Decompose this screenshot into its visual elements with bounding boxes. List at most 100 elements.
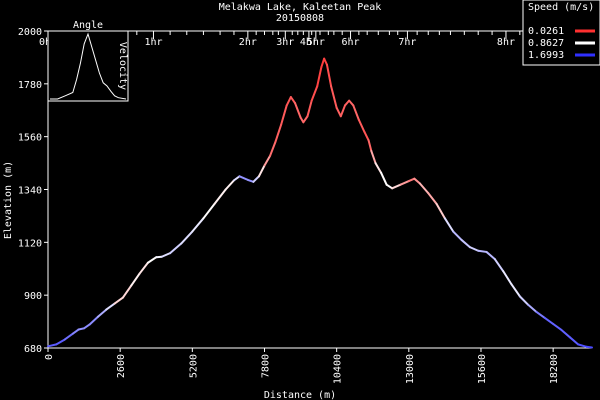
profile-segment xyxy=(191,217,205,233)
y-tick-label: 1120 xyxy=(18,238,42,249)
profile-segment xyxy=(443,217,455,233)
y-tick-label: 1780 xyxy=(18,80,42,91)
profile-segment xyxy=(418,182,430,195)
profile-segment xyxy=(130,272,141,287)
legend-label: 0.8627 xyxy=(528,38,564,49)
x-tick-label: 15600 xyxy=(477,354,488,384)
profile-segment xyxy=(316,66,323,88)
profile-segment xyxy=(460,238,471,249)
profile-segment xyxy=(370,150,377,165)
profile-segment xyxy=(63,332,74,341)
time-tick-label: 2hr xyxy=(239,37,257,48)
y-tick-label: 1560 xyxy=(18,133,42,144)
profile-segment xyxy=(543,316,555,325)
x-axis-ticks: 0 2600 5200 7800 10400 13000 15600 18200 xyxy=(44,348,560,384)
x-tick-label: 5200 xyxy=(188,354,199,378)
profile-segment xyxy=(427,192,438,205)
y-tick-label: 2000 xyxy=(18,27,42,38)
profile-segment xyxy=(502,270,513,286)
y-axis-ticks: 680 900 1120 1340 1560 1780 2000 xyxy=(18,27,48,355)
legend-label: 1.6993 xyxy=(528,50,564,61)
inset-frame xyxy=(47,30,129,102)
profile-segment xyxy=(269,140,277,157)
x-tick-label: 0 xyxy=(44,354,55,360)
x-tick-label: 13000 xyxy=(405,354,416,384)
profile-segment xyxy=(363,130,370,142)
profile-segment xyxy=(510,283,521,298)
x-tick-label: 10400 xyxy=(333,354,344,384)
profile-segment xyxy=(552,322,563,331)
profile-segment xyxy=(493,258,505,273)
profile-segment xyxy=(306,99,313,118)
time-tick-label: 3hr xyxy=(276,37,294,48)
profile-segment xyxy=(224,179,235,191)
inset-angle-label: Angle xyxy=(73,20,103,31)
profile-segment xyxy=(257,164,266,178)
profile-segment xyxy=(477,249,488,253)
profile-segment xyxy=(289,96,297,105)
profile-segment xyxy=(55,338,66,346)
profile-segment xyxy=(302,115,309,124)
profile-segment xyxy=(121,284,133,299)
legend-label: 0.0261 xyxy=(528,26,564,37)
x-axis-label: Distance (m) xyxy=(264,390,336,400)
profile-segment xyxy=(263,154,272,167)
profile-segment xyxy=(88,315,99,326)
plot-axes xyxy=(47,30,592,349)
profile-segment xyxy=(71,328,80,335)
profile-segment xyxy=(310,85,319,102)
time-tick-label: 4hr xyxy=(300,37,318,48)
profile-segment xyxy=(407,177,416,183)
profile-segment xyxy=(367,139,373,153)
time-tick-label: 5hr xyxy=(307,37,325,48)
x-tick-label: 18200 xyxy=(549,354,560,384)
profile-segment xyxy=(238,175,249,181)
profile-segment xyxy=(435,202,446,220)
time-tick-label: 7hr xyxy=(398,37,416,48)
profile-segment xyxy=(380,171,388,186)
profile-segment xyxy=(374,162,383,174)
profile-segment xyxy=(280,104,288,126)
profile-segment xyxy=(285,96,292,107)
profile-segment xyxy=(320,57,326,69)
profile-segment xyxy=(113,296,124,305)
profile-segment xyxy=(83,323,91,330)
profile-segment xyxy=(202,202,216,220)
elevation-profile-line xyxy=(47,57,593,349)
x-tick-label: 7800 xyxy=(260,354,271,378)
time-tick-label: 1hr xyxy=(144,37,162,48)
angle-velocity-inset: Angle Velocity xyxy=(47,20,129,102)
profile-segment xyxy=(560,328,571,339)
legend-title: Speed (m/s) xyxy=(528,2,594,13)
profile-segment xyxy=(468,246,480,252)
profile-segment xyxy=(535,310,546,319)
profile-segment xyxy=(391,183,402,190)
profile-segment xyxy=(232,175,241,182)
y-tick-label: 1340 xyxy=(18,186,42,197)
profile-segment xyxy=(339,104,346,118)
profile-segment xyxy=(385,183,394,190)
profile-segment xyxy=(357,118,366,133)
profile-segment xyxy=(105,302,116,311)
y-axis-label: Elevation (m) xyxy=(3,161,14,239)
inset-profile-line xyxy=(50,32,127,100)
profile-segment xyxy=(452,230,463,241)
profile-segment xyxy=(180,230,194,245)
profile-segment xyxy=(213,188,227,205)
profile-segment xyxy=(343,99,351,107)
profile-segment xyxy=(585,345,593,349)
profile-segment xyxy=(146,256,158,264)
profile-segment xyxy=(577,343,588,348)
profile-segment xyxy=(325,63,333,88)
profile-segment xyxy=(352,104,360,121)
profile-segment xyxy=(160,252,172,258)
x-tick-label: 2600 xyxy=(116,354,127,378)
profile-segment xyxy=(335,106,342,118)
profile-segment xyxy=(330,85,338,109)
profile-segment xyxy=(568,336,580,346)
time-tick-label: 8hr xyxy=(497,37,515,48)
profile-segment xyxy=(252,175,260,183)
